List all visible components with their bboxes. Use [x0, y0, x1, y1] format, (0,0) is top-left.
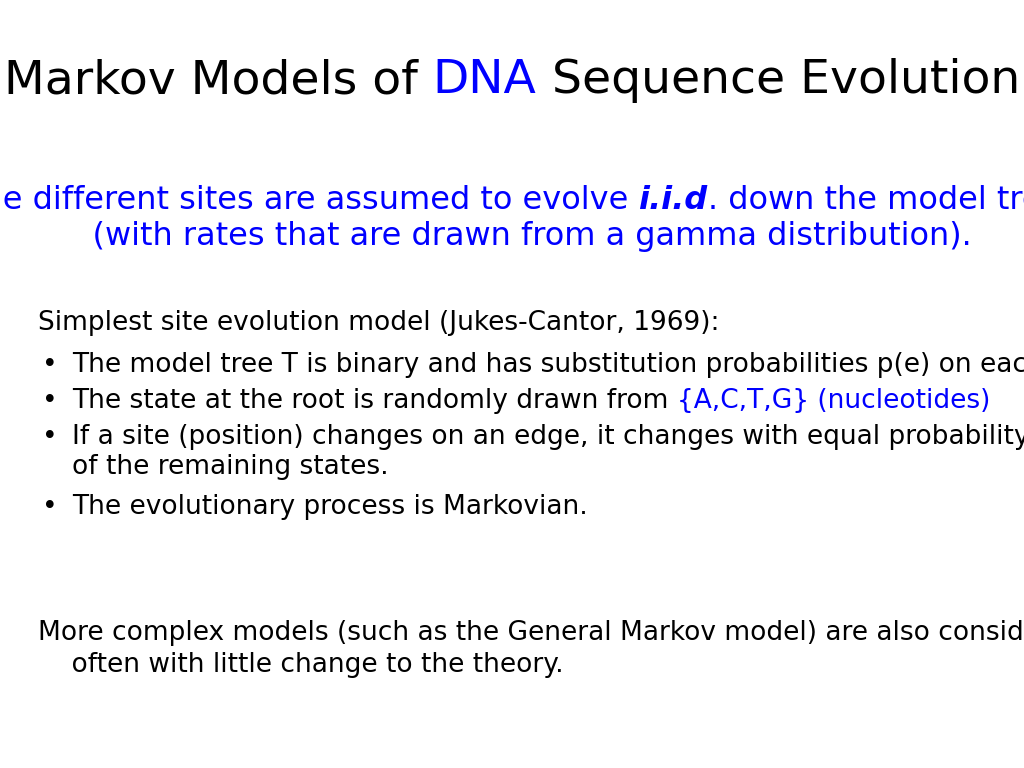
Text: Sequence Evolution: Sequence Evolution — [537, 58, 1020, 103]
Text: DNA: DNA — [433, 58, 537, 103]
Text: {A,C,T,G} (nucleotides): {A,C,T,G} (nucleotides) — [677, 388, 990, 414]
Text: The different sites are assumed to evolve: The different sites are assumed to evolv… — [0, 185, 639, 216]
Text: . down the model tree: . down the model tree — [708, 185, 1024, 216]
Text: The evolutionary process is Markovian.: The evolutionary process is Markovian. — [72, 494, 588, 520]
Text: The model tree T is binary and has substitution probabilities p(e) on each edge : The model tree T is binary and has subst… — [72, 352, 1024, 378]
Text: More complex models (such as the General Markov model) are also considered,: More complex models (such as the General… — [38, 620, 1024, 646]
Text: •: • — [42, 424, 57, 450]
Text: Simplest site evolution model (Jukes-Cantor, 1969):: Simplest site evolution model (Jukes-Can… — [38, 310, 720, 336]
Text: •: • — [42, 352, 57, 378]
Text: Markov Models of: Markov Models of — [4, 58, 433, 103]
Text: i.i.d: i.i.d — [639, 185, 708, 216]
Text: If a site (position) changes on an edge, it changes with equal probability to ea: If a site (position) changes on an edge,… — [72, 424, 1024, 450]
Text: The state at the root is randomly drawn from: The state at the root is randomly drawn … — [72, 388, 677, 414]
Text: •: • — [42, 388, 57, 414]
Text: •: • — [42, 494, 57, 520]
Text: (with rates that are drawn from a gamma distribution).: (with rates that are drawn from a gamma … — [52, 221, 972, 252]
Text: of the remaining states.: of the remaining states. — [72, 454, 389, 480]
Text: often with little change to the theory.: often with little change to the theory. — [38, 652, 563, 678]
